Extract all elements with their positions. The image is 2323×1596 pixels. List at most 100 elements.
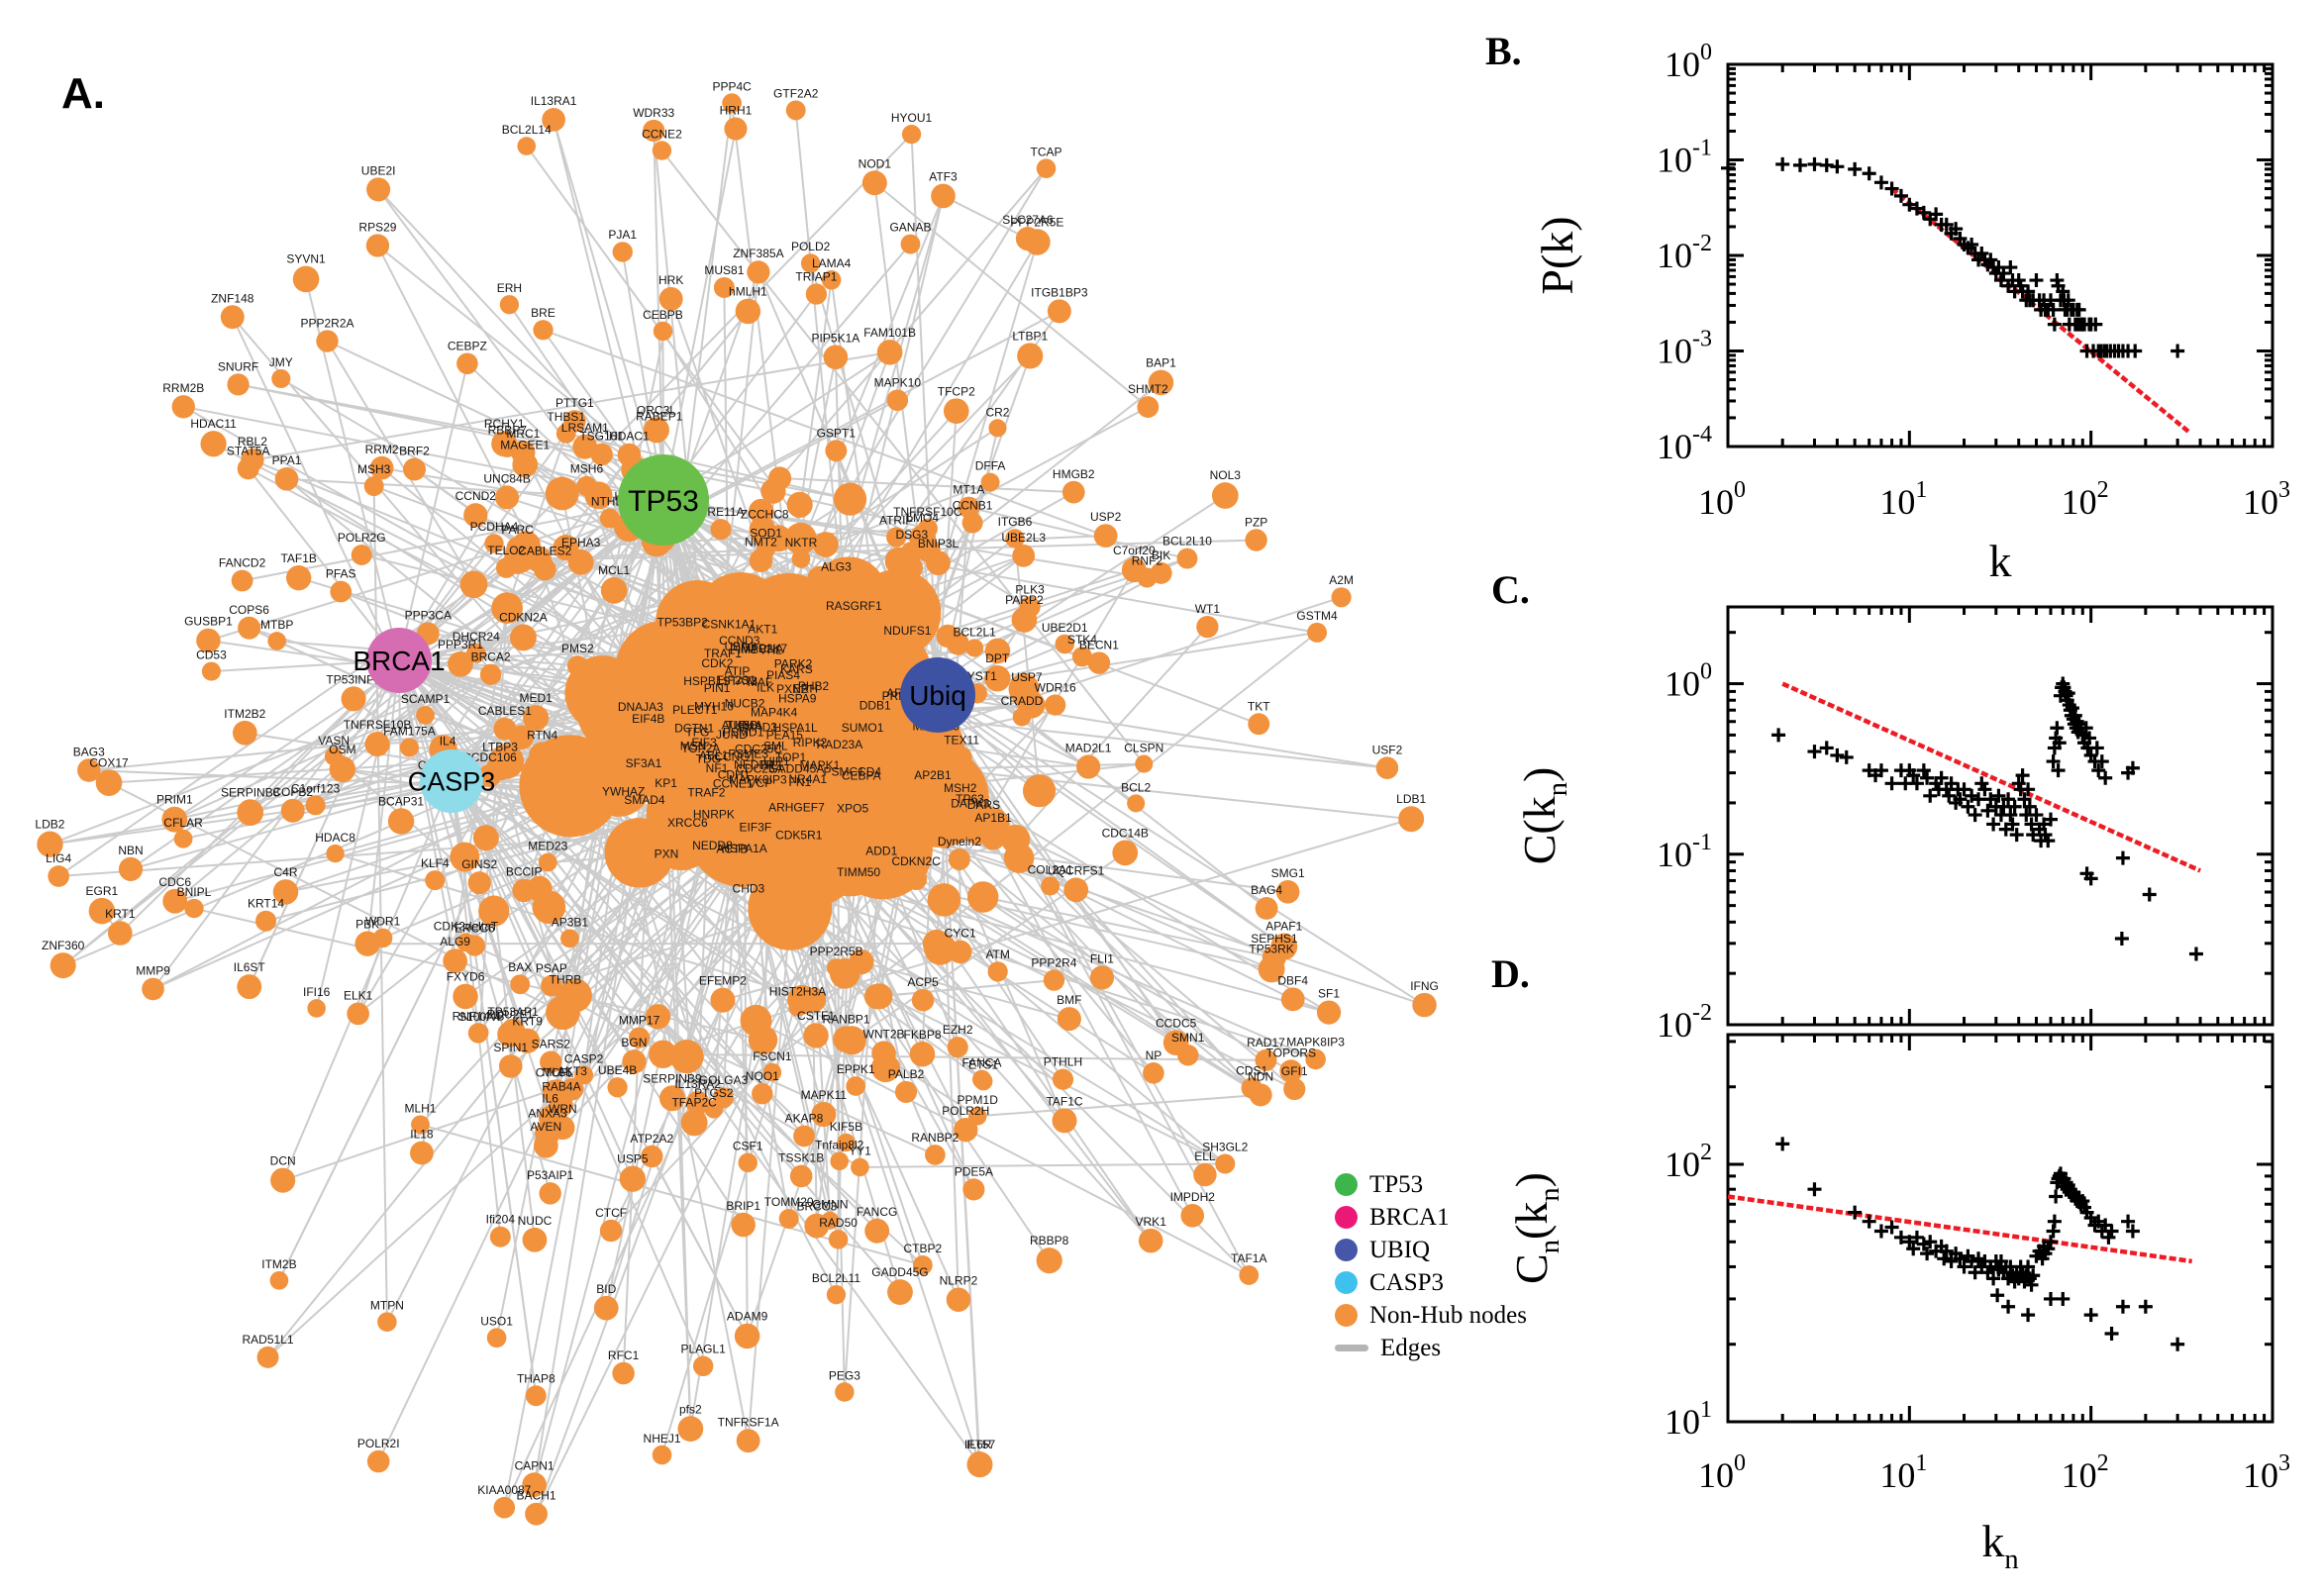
gene-node-label: LDB1 <box>1396 792 1426 806</box>
gene-node-label: ZNF385A <box>733 247 783 260</box>
gene-node-label: CCDC5 <box>1156 1016 1197 1030</box>
gene-node-label: FANCG <box>857 1205 897 1219</box>
tick-label: 101 <box>1879 477 1927 522</box>
gene-node-label: MAPK10 <box>874 375 922 389</box>
gene-node-label: USP5 <box>617 1152 649 1166</box>
gene-node-label: CASP2 <box>564 1051 604 1065</box>
gene-node-label: EIF2S1 <box>716 673 756 687</box>
gene-node-label: PSMD1 <box>723 725 764 739</box>
gene-node-label: ITM2B2 <box>224 707 265 721</box>
gene-node-label: KRT9 <box>512 1015 543 1029</box>
gene-node-label: CCNE1 <box>713 776 754 790</box>
gene-node-label: TP53INP1 <box>326 672 381 686</box>
gene-node-label: PTHLH <box>1044 1055 1082 1069</box>
gene-node-label: BAG4 <box>1251 883 1282 897</box>
gene-node-label: PCDHA4 <box>470 520 519 534</box>
gene-node-label: ELL <box>1194 1149 1216 1163</box>
gene-node-label: Ifi204 <box>486 1213 516 1227</box>
gene-node-label: BAX <box>508 960 532 974</box>
gene-node-label: TOMM20 <box>764 1195 814 1209</box>
gene-node-label: MSN <box>680 740 707 753</box>
tick-label: 100 <box>1698 477 1746 522</box>
gene-node-label: CEBPA <box>842 768 881 782</box>
gene-node-label: GADD45G <box>871 1265 928 1279</box>
gene-node-label: TSSK1B <box>778 1151 824 1165</box>
tick-label: 10-3 <box>1657 327 1712 371</box>
gene-node-label: USO1 <box>480 1314 513 1328</box>
gene-node-label: MED23 <box>528 840 567 853</box>
gene-node-label: PPP4C <box>712 79 752 93</box>
axis-label: P(k) <box>1532 216 1582 294</box>
gene-node-label: PSMC1 <box>824 764 865 778</box>
gene-node-label: KRT14 <box>248 897 284 911</box>
gene-node-label: PALB2 <box>888 1067 925 1081</box>
gene-node-label: IFNG <box>1410 979 1439 993</box>
gene-node-label: IL13RA1 <box>531 94 577 108</box>
gene-node-label: VRK1 <box>1136 1215 1167 1229</box>
gene-node-label: IL6 <box>542 1091 558 1105</box>
gene-node-label: NHEJ1 <box>644 1432 681 1446</box>
gene-node-label: PARC <box>501 523 534 537</box>
legend-item-label: Non-Hub nodes <box>1369 1301 1528 1329</box>
gene-node-label: XRCC6 <box>667 816 708 830</box>
gene-node-label: FANCA <box>962 1056 1002 1070</box>
gene-node-label: BCL2 <box>1121 780 1151 794</box>
gene-node-label: MSH2 <box>944 781 977 795</box>
gene-node-label: NDUFS1 <box>883 624 931 638</box>
gene-node-label: MAPK8IP3 <box>729 773 787 787</box>
gene-node-label: HNRPK <box>693 808 735 822</box>
gene-node-label: MAPK11 <box>801 1088 848 1102</box>
gene-node-label: AP1B1 <box>974 811 1012 825</box>
gene-node-label: CTCFL <box>536 1066 574 1080</box>
legend-dot-icon <box>1335 1270 1358 1294</box>
gene-node-label: AVEN <box>530 1120 561 1134</box>
gene-node-label: SPIN1 <box>493 1041 528 1054</box>
gene-node-label: PPP2R4 <box>1031 955 1076 969</box>
gene-node-label: UBE2D1 <box>1042 621 1088 635</box>
gene-node-label: TDG <box>696 751 721 765</box>
gene-node-label: STAT5A <box>227 444 270 457</box>
gene-node-label: RRM2B <box>162 381 204 395</box>
gene-node-label: HSPA9 <box>778 691 817 705</box>
legend-dot-icon <box>1335 1238 1358 1261</box>
axis-label: kn <box>1981 1516 2018 1575</box>
gene-node-label: CLSPN <box>1124 742 1163 755</box>
gene-node-label: IFT57 <box>964 1438 996 1451</box>
tick-label: 101 <box>1879 1450 1927 1495</box>
legend-dot-icon <box>1335 1303 1358 1327</box>
gene-node-label: POLR2I <box>357 1437 400 1450</box>
gene-node-label: ETS1 <box>968 1058 998 1072</box>
gene-node-label: S100A4 <box>458 1010 501 1024</box>
gene-node-label: TSG101 <box>579 430 624 444</box>
gene-node-label: SMAD4 <box>624 793 665 807</box>
hub-node-label: CASP3 <box>408 767 496 797</box>
gene-node-label: CDK2deltaT <box>434 919 499 933</box>
gene-node-label: TOP2A <box>681 742 720 755</box>
tick-label: 100 <box>1698 1450 1746 1495</box>
gene-node-label: ORC3L <box>637 403 676 417</box>
gene-node-label: PTTG1 <box>556 396 594 410</box>
gene-node-label: SF1 <box>1318 986 1340 1000</box>
gene-node-label: BACH1 <box>517 1489 556 1503</box>
gene-node-label: POU2F1 <box>487 1008 534 1022</box>
gene-node-label: RAD50 <box>819 1216 858 1230</box>
gene-node-label: TFCP2 <box>938 384 975 398</box>
gene-node-label: CCNG1 <box>714 749 756 763</box>
gene-node-label: MLL5 <box>542 1065 571 1079</box>
gene-node-label: TNFRSF1A <box>718 1415 779 1429</box>
gene-node-label: CDK5R1 <box>775 828 823 842</box>
gene-node-label: GINS2 <box>461 857 497 871</box>
gene-node-label: ERH <box>497 281 522 295</box>
gene-node-label: SMN1 <box>1171 1031 1205 1045</box>
tick-label: 10-2 <box>1657 1000 1712 1045</box>
gene-node-label: IFI16 <box>303 985 331 999</box>
gene-node-label: CR2 <box>985 405 1009 419</box>
gene-node-label: USP2 <box>1090 510 1122 524</box>
gene-node-label: HRK <box>658 273 683 287</box>
hub-node-label: BRCA1 <box>353 646 445 676</box>
gene-node-label: PRIM1 <box>156 793 193 807</box>
gene-node-label: RIPK2 <box>793 736 828 749</box>
gene-node-label: FN1 <box>788 775 811 789</box>
gene-node-label: DFFA <box>975 459 1006 473</box>
gene-node-label: AURKA <box>722 718 762 732</box>
